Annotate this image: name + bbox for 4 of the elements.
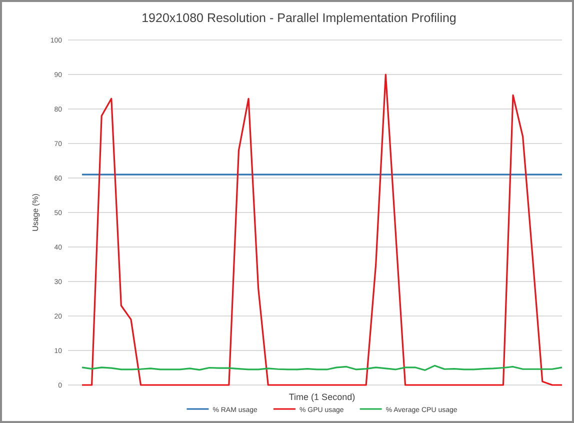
chart-title: 1920x1080 Resolution - Parallel Implementation Profiling — [142, 11, 456, 25]
line-series — [81, 74, 563, 386]
y-axis-title: Usage (%) — [31, 193, 40, 232]
x-axis-title: Time (1 Second) — [288, 392, 356, 402]
